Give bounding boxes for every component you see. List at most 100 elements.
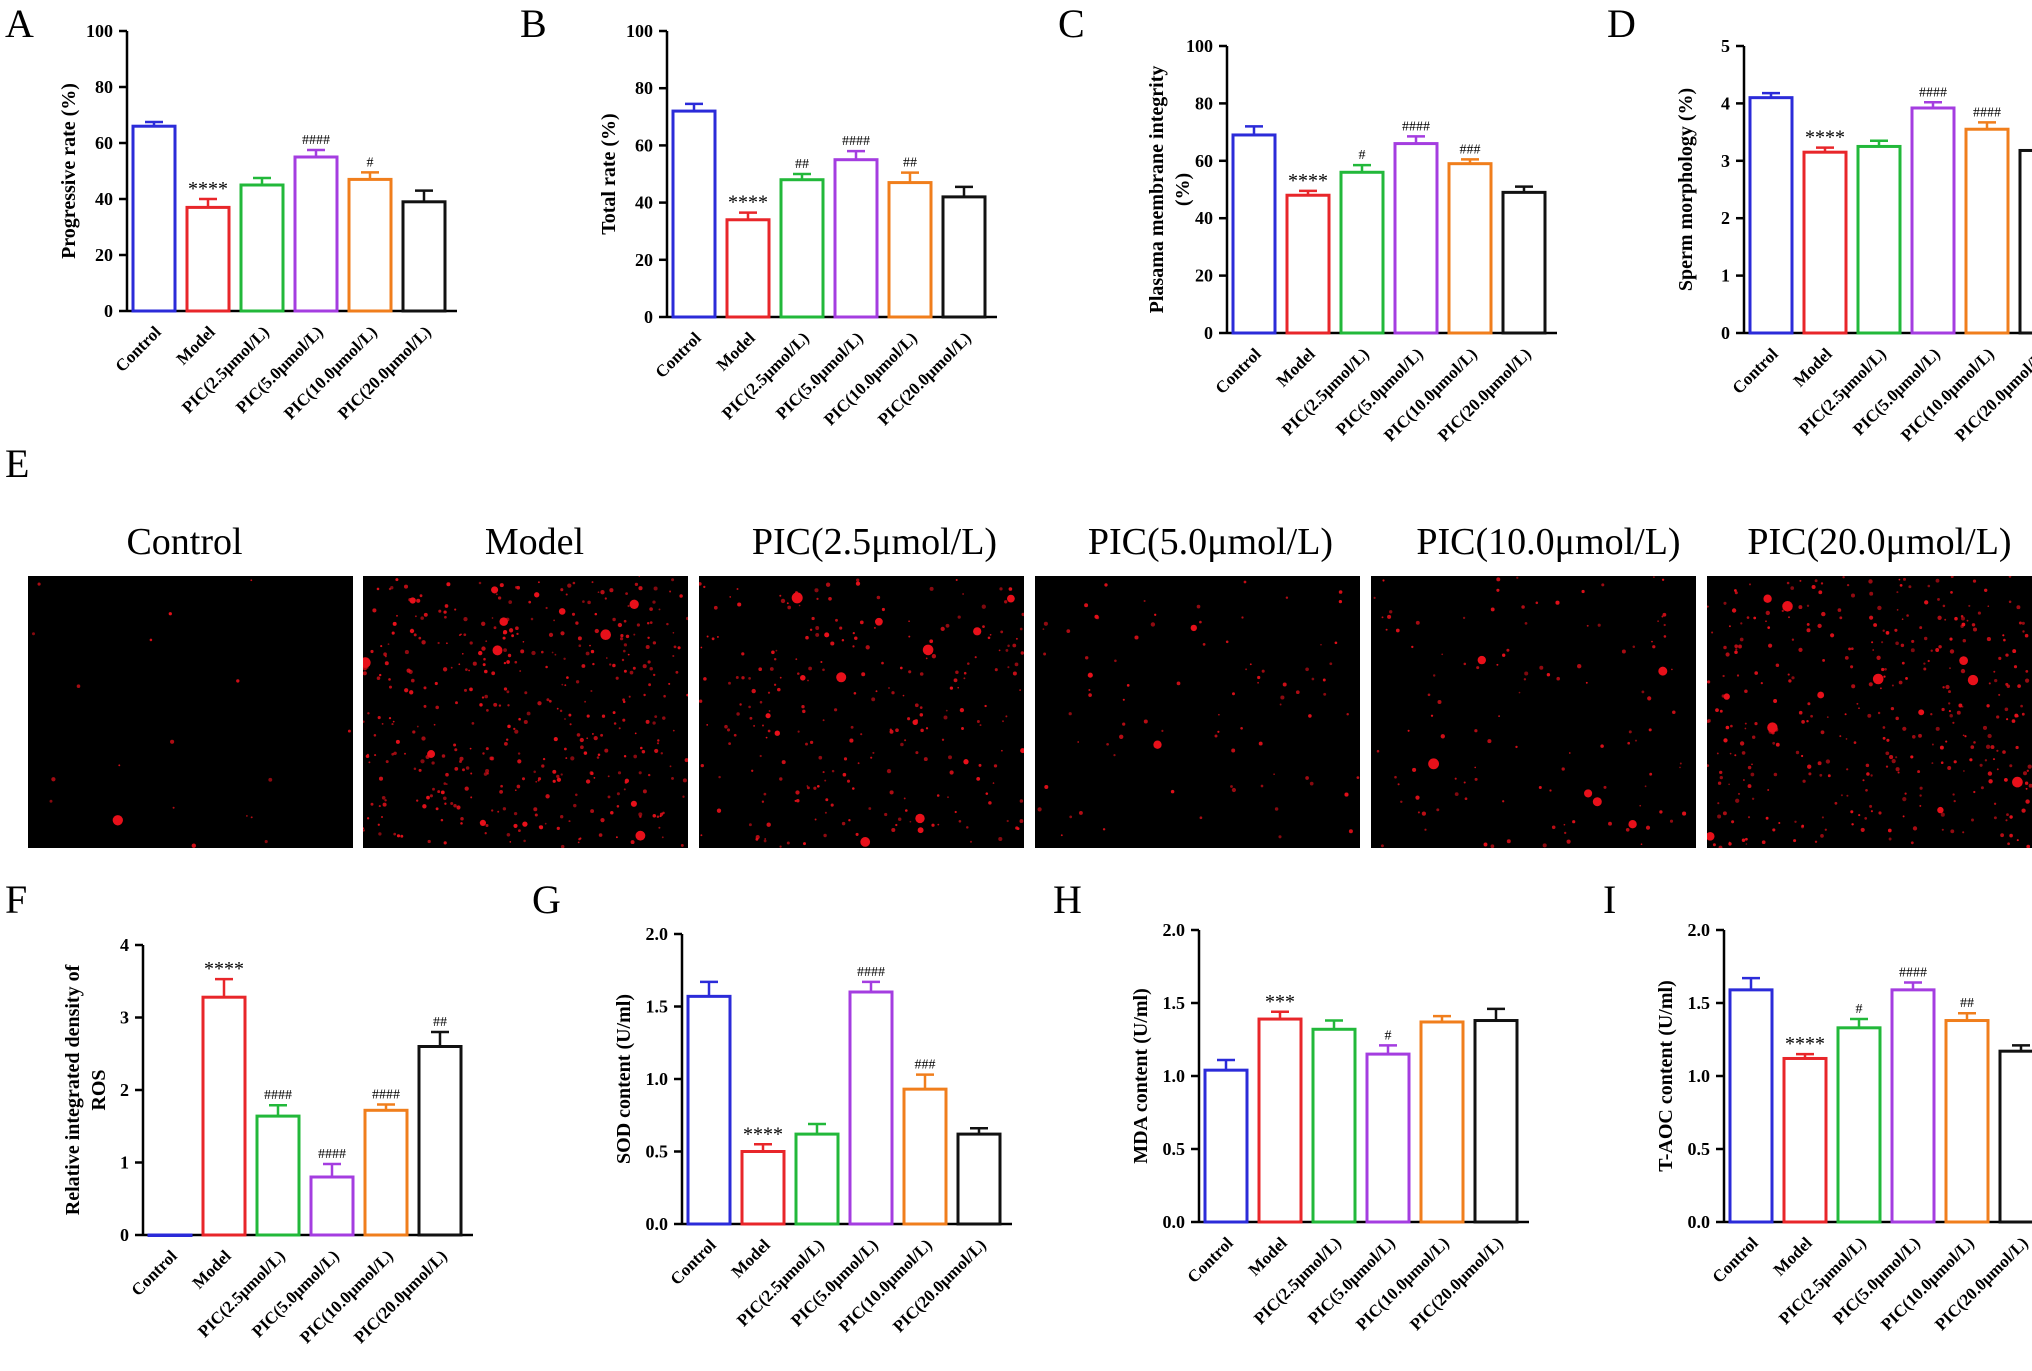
ros-dot-large [973, 627, 982, 636]
ros-dot [768, 710, 771, 712]
ros-dot [1421, 811, 1427, 816]
ros-dot [2025, 787, 2028, 790]
ros-dot-large [1872, 673, 1884, 685]
ros-dot [700, 646, 703, 649]
ros-dot [443, 610, 447, 614]
ros-dot [393, 832, 397, 836]
ros-dot [579, 737, 584, 743]
ros-dot [461, 652, 464, 655]
y-tick-label: 4 [1721, 93, 1730, 113]
ros-dot [795, 790, 800, 795]
y-tick-label: 0 [644, 307, 653, 327]
ros-dot [1122, 698, 1125, 701]
ros-dot [1844, 713, 1847, 716]
ros-dot [808, 666, 812, 671]
ros-dot-large [1628, 820, 1637, 829]
ros-dot [925, 657, 928, 660]
ros-dot [600, 817, 605, 823]
ros-dot [813, 786, 817, 790]
ros-dot [1261, 669, 1265, 673]
ros-dot [662, 811, 665, 815]
ros-dot [1952, 721, 1955, 724]
ros-dot [612, 711, 616, 715]
ros-dot [1745, 837, 1748, 841]
ros-dot [1735, 798, 1740, 803]
ros-dot [1725, 725, 1730, 730]
ros-dot [1910, 648, 1915, 653]
bar [1748, 96, 1794, 335]
ros-dot [1748, 583, 1752, 586]
ros-dot [2000, 833, 2004, 838]
ros-dot [1095, 615, 1100, 620]
ros-dot [807, 679, 809, 682]
ros-dot [811, 616, 815, 621]
ros-dot [560, 844, 565, 848]
ros-dot [582, 600, 585, 603]
ros-dot [418, 768, 422, 772]
ros-dot [1868, 579, 1873, 584]
ros-dot [623, 788, 626, 791]
ros-dot [1793, 839, 1797, 843]
ros-dot [1912, 735, 1916, 739]
ros-dot [499, 790, 503, 794]
ros-dot [485, 640, 488, 643]
ros-dot [548, 699, 552, 703]
ros-dot [1824, 828, 1827, 831]
micro-title-pic-5-0: PIC(5.0μmol/L) [1087, 521, 1334, 563]
ros-dot [1329, 662, 1333, 666]
ros-dot [409, 628, 415, 634]
ros-dot [841, 638, 845, 642]
ros-dot [646, 622, 650, 625]
bar [1998, 1049, 2032, 1224]
y-tick-label: 5 [1721, 36, 1730, 56]
ros-dot [806, 786, 810, 790]
x-tick-label: PIC(20.0μmol/L) [1931, 1233, 2032, 1334]
ros-dot [548, 632, 554, 638]
ros-dot [1851, 684, 1856, 689]
ros-dot [1786, 581, 1790, 585]
ros-dot [1645, 825, 1651, 830]
ros-dot [1866, 772, 1870, 776]
ros-dot [854, 636, 858, 640]
ros-dot [1483, 842, 1488, 847]
significance-label: #### [1402, 119, 1430, 134]
bar [1311, 1027, 1357, 1224]
ros-dot [820, 660, 823, 664]
ros-dot [617, 622, 623, 628]
ros-dot [565, 757, 568, 760]
ros-dot [805, 635, 809, 640]
ros-dot [1309, 781, 1314, 786]
ros-dot [737, 602, 742, 607]
ros-dot [1949, 667, 1951, 669]
bar [1473, 1019, 1519, 1224]
ros-dot [993, 764, 998, 768]
ros-dot [764, 838, 767, 840]
ros-dot [1853, 741, 1857, 744]
ros-dot [1923, 662, 1926, 665]
ros-dot [1799, 579, 1802, 582]
ros-dot [672, 729, 675, 732]
ros-dot [1877, 605, 1882, 611]
ros-dot [1012, 643, 1017, 648]
ros-dot [391, 752, 395, 756]
ros-dot [542, 757, 546, 761]
ros-dot [1707, 605, 1709, 608]
ros-dot-large [791, 592, 803, 604]
ros-dot [795, 658, 798, 661]
y-tick-label: 100 [626, 21, 653, 41]
ros-dot [824, 779, 827, 782]
ros-dot [622, 718, 626, 722]
ros-dot [643, 693, 646, 697]
ros-dot [1919, 786, 1923, 790]
micro-image-pic-2-5 [699, 576, 1024, 848]
ros-dot [1827, 774, 1831, 778]
ros-dot [1585, 681, 1588, 684]
ros-dot [1973, 741, 1976, 744]
ros-dot [577, 636, 582, 641]
ros-dot [955, 670, 959, 675]
ros-dot [607, 795, 611, 799]
ros-dot [2027, 764, 2032, 769]
ros-dot [421, 736, 426, 741]
ros-dot [822, 668, 825, 672]
